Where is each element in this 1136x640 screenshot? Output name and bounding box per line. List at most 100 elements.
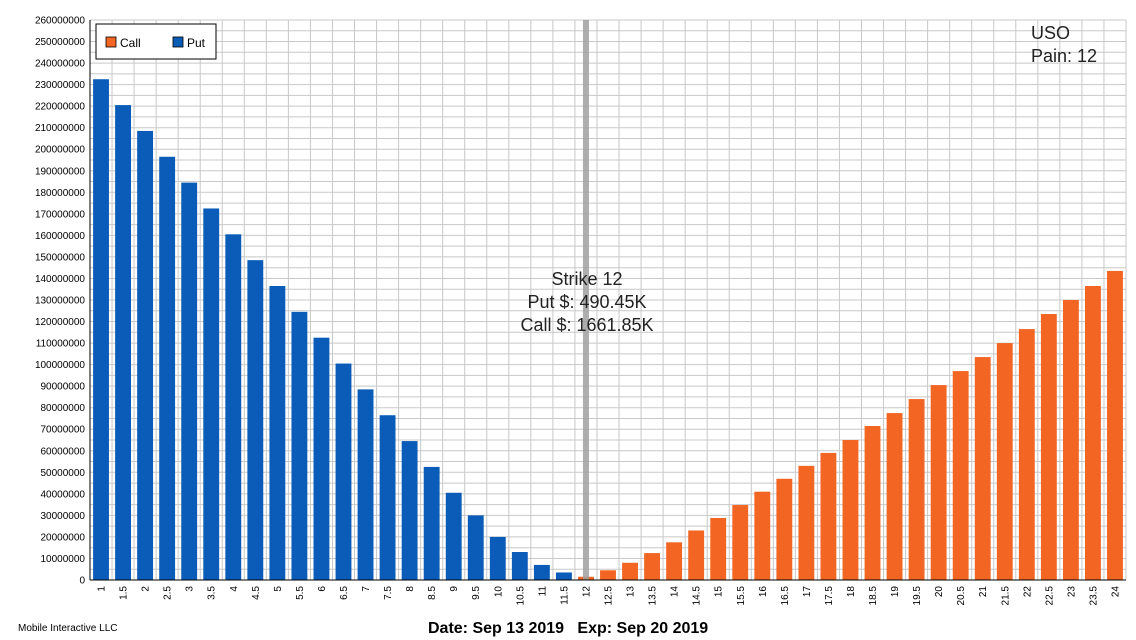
bar-call-23: [1062, 300, 1079, 580]
y-tick-label: 220000000: [35, 102, 85, 113]
y-tick-label: 10000000: [41, 554, 86, 565]
bar-call-15: [710, 517, 727, 580]
x-tick-label: 8.5: [427, 586, 438, 600]
y-tick-label: 180000000: [35, 188, 85, 199]
x-tick-label: 19: [890, 586, 901, 598]
x-tick-label: 21.5: [1000, 586, 1011, 606]
y-tick-label: 150000000: [35, 252, 85, 263]
bar-call-22: [1018, 329, 1035, 580]
x-tick-label: 16.5: [780, 586, 791, 606]
y-tick-label: 40000000: [41, 489, 86, 500]
y-tick-label: 230000000: [35, 80, 85, 91]
bar-put-9: [445, 492, 462, 580]
bar-call-13: [622, 562, 638, 580]
x-tick-label: 15.5: [736, 586, 747, 606]
x-tick-label: 15: [714, 586, 725, 598]
x-tick-label: 8: [405, 586, 416, 592]
pain-value: Pain: 12: [1031, 46, 1097, 66]
y-tick-label: 240000000: [35, 59, 85, 70]
x-tick-label: 4.5: [251, 586, 262, 600]
x-tick-label: 20: [934, 586, 945, 598]
x-tick-label: 13: [626, 586, 637, 598]
x-tick-label: 2.5: [163, 586, 174, 600]
y-tick-label: 210000000: [35, 123, 85, 134]
legend-label-put: Put: [187, 36, 206, 50]
bar-put-7.5: [379, 415, 396, 580]
x-tick-label: 5.5: [295, 586, 306, 600]
x-tick-label: 22: [1022, 586, 1033, 598]
bar-put-3.5: [203, 208, 220, 580]
x-tick-label: 7.5: [383, 586, 394, 600]
bar-call-14: [666, 542, 683, 580]
x-tick-label: 18: [846, 586, 857, 598]
bar-call-15.5: [732, 505, 749, 580]
x-tick-label: 23.5: [1088, 586, 1099, 606]
y-tick-label: 130000000: [35, 296, 85, 307]
bar-put-6: [313, 337, 330, 580]
bar-put-11: [533, 564, 550, 580]
bar-call-23.5: [1085, 286, 1101, 580]
x-tick-label: 4: [229, 586, 240, 592]
annotation-call-value: Call $: 1661.85K: [520, 315, 653, 335]
y-tick-label: 50000000: [41, 468, 86, 479]
legend-swatch-put: [172, 36, 184, 48]
y-tick-label: 140000000: [35, 274, 85, 285]
bar-call-21: [974, 357, 991, 580]
legend: Call Put: [95, 23, 217, 60]
x-tick-label: 14.5: [692, 586, 703, 606]
annotation-strike: Strike 12: [551, 269, 622, 289]
y-tick-label: 20000000: [41, 532, 86, 543]
x-tick-label: 12: [581, 586, 592, 598]
bar-call-12.5: [600, 570, 616, 580]
bar-put-1.5: [115, 105, 131, 581]
bar-put-9.5: [467, 515, 484, 580]
x-tick-label: 11.5: [559, 586, 570, 605]
bars: [93, 79, 1123, 581]
bar-put-3: [181, 182, 198, 580]
x-tick-label: 1: [97, 586, 108, 592]
x-tick-label: 9: [449, 586, 460, 592]
x-tick-label: 18.5: [868, 586, 879, 606]
x-tick-label: 6.5: [339, 586, 350, 600]
bar-call-17.5: [820, 452, 837, 580]
bar-put-10: [489, 536, 506, 580]
y-tick-label: 170000000: [35, 209, 85, 220]
y-tick-label: 190000000: [35, 166, 85, 177]
annotation-put-value: Put $: 490.45K: [527, 292, 646, 312]
y-tick-label: 120000000: [35, 317, 85, 328]
bar-call-19: [886, 413, 903, 580]
bar-call-20: [930, 385, 947, 580]
bar-put-8.5: [423, 466, 440, 580]
bar-put-5: [269, 286, 286, 580]
axes: [89, 20, 1126, 581]
pain-marker-band: [582, 20, 589, 580]
bar-call-20.5: [952, 371, 969, 580]
bar-put-7: [357, 389, 374, 580]
y-tick-label: 200000000: [35, 145, 85, 156]
strike-annotation: Strike 12 Put $: 490.45K Call $: 1661.85…: [520, 269, 653, 335]
ticker-label: USO Pain: 12: [1031, 23, 1097, 66]
y-tick-label: 0: [79, 576, 85, 587]
y-tick-labels: 0 10000000 20000000 30000000 40000000 5000000…: [35, 16, 86, 587]
x-tick-label: 20.5: [956, 586, 967, 606]
bar-call-21.5: [996, 343, 1013, 580]
bar-put-4.5: [247, 260, 264, 580]
bar-call-16.5: [776, 478, 793, 580]
legend-label-call: Call: [120, 36, 141, 50]
y-tick-label: 110000000: [36, 339, 86, 350]
x-tick-label: 5: [273, 586, 284, 592]
bar-put-1: [93, 79, 109, 580]
x-tick-label: 13.5: [648, 586, 659, 606]
bar-call-16: [754, 491, 771, 580]
y-tick-label: 250000000: [35, 37, 85, 48]
bar-put-2: [137, 130, 154, 580]
x-tick-label: 6: [317, 586, 328, 592]
bar-put-2.5: [159, 156, 176, 580]
x-tick-label: 16: [758, 586, 769, 598]
y-tick-label: 60000000: [41, 446, 86, 457]
bar-call-22.5: [1040, 314, 1057, 580]
bar-put-11.5: [555, 572, 572, 580]
y-tick-label: 100000000: [35, 360, 85, 371]
x-tick-label: 10: [493, 586, 504, 598]
